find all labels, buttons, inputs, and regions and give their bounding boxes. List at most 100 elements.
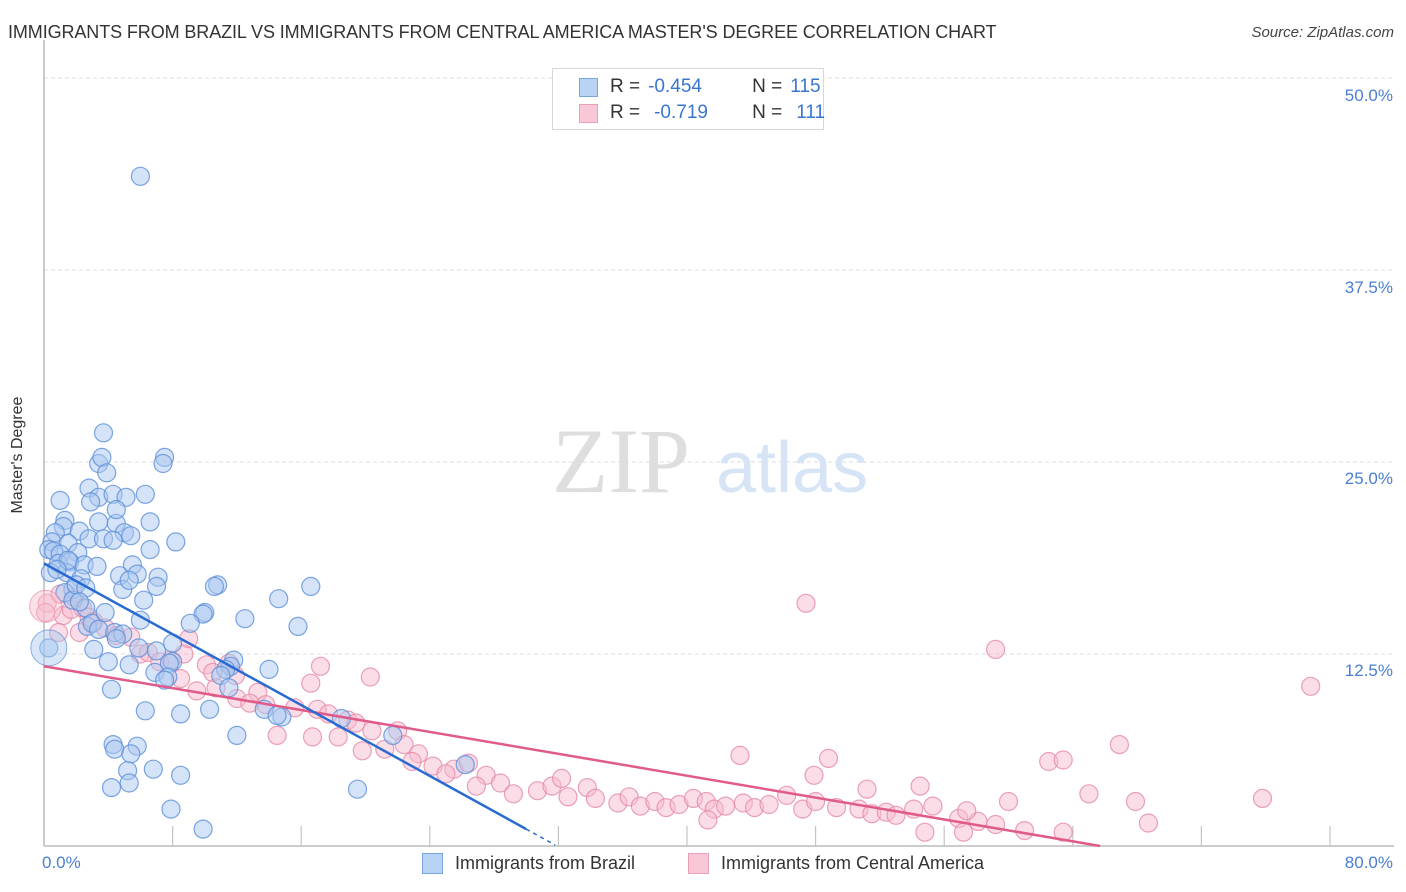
brazil-point (93, 423, 114, 443)
brazil-point (166, 532, 186, 552)
central-america-point (436, 764, 456, 784)
brazil-point (119, 655, 139, 675)
brazil-point (288, 616, 308, 637)
brazil-point (119, 773, 139, 793)
legend-label-brazil: Immigrants from Brazil (455, 853, 636, 873)
central-america-point (818, 748, 839, 769)
y-tick-12-5: 12.5% (1344, 661, 1393, 680)
central-america-point (985, 814, 1006, 835)
central-america-point (910, 776, 930, 796)
central-america-point (857, 779, 877, 799)
central-america-trend-line (43, 665, 1101, 848)
central-america-point (957, 801, 977, 821)
central-america-point (585, 788, 606, 809)
central-america-point (267, 725, 287, 746)
brazil-point (50, 490, 70, 510)
brazil-point (135, 484, 155, 504)
brazil-point (155, 670, 175, 690)
source-label: Source: ZipAtlas.com (1251, 24, 1394, 41)
central-america-point (759, 794, 779, 815)
central-america-point (1079, 784, 1099, 804)
brazil-point (106, 500, 126, 520)
y-tick-25: 25.0% (1344, 469, 1393, 488)
r-label: R = (610, 76, 641, 97)
brazil-point (161, 799, 181, 819)
brazil-point (235, 609, 255, 629)
brazil-point (87, 556, 107, 577)
central-america-point (796, 593, 816, 613)
brazil-point (267, 705, 287, 726)
brazil-point (146, 576, 167, 597)
legend-label-central-america: Immigrants from Central America (721, 853, 985, 873)
brazil-point (95, 602, 115, 623)
central-america-point (730, 745, 750, 766)
gridlines (44, 77, 1394, 655)
brazil-swatch (422, 853, 443, 874)
central-america-point (551, 768, 572, 789)
brazil-point (119, 570, 139, 590)
brazil-point (143, 759, 163, 779)
r-value-brazil: -0.454 (648, 76, 702, 97)
brazil-point (84, 639, 104, 660)
brazil-point (121, 526, 141, 546)
brazil-point (129, 638, 149, 658)
y-axis-label: Master's Degree (9, 396, 26, 514)
n-value-brazil: 115 (790, 76, 821, 97)
brazil-point (97, 463, 117, 483)
legend-row-brazil: R = -0.454 N = 115 (579, 75, 821, 99)
central-america-point (1301, 676, 1321, 696)
brazil-point (146, 641, 167, 661)
brazil-point (193, 819, 213, 839)
brazil-point (204, 576, 224, 597)
brazil-point (105, 739, 125, 759)
legend-item-central-america[interactable]: Immigrants from Central America (688, 853, 984, 874)
brazil-point (153, 453, 173, 474)
brazil-point (259, 659, 279, 680)
y-tick-50: 50.0% (1344, 86, 1393, 105)
central-america-point (923, 796, 943, 816)
central-america-point (805, 791, 826, 812)
central-america-point (1138, 813, 1159, 833)
central-america-point (915, 822, 935, 842)
brazil-point (106, 628, 126, 649)
central-america-point (1125, 791, 1146, 812)
brazil-trend-line-extension (525, 828, 556, 846)
central-america-point (998, 791, 1019, 812)
brazil-swatch (579, 77, 598, 97)
brazil-point (80, 492, 101, 512)
central-america-point (1053, 750, 1073, 770)
central-america-point (715, 796, 736, 816)
central-america-point (1109, 734, 1130, 755)
chart-title: IMMIGRANTS FROM BRAZIL VS IMMIGRANTS FRO… (8, 22, 997, 42)
brazil-point (101, 679, 122, 699)
central-america-point (953, 822, 974, 842)
brazil-point (39, 638, 59, 658)
central-america-swatch (688, 853, 709, 874)
brazil-point (140, 539, 160, 560)
central-america-point (777, 785, 797, 805)
x-tick-marks (172, 826, 1331, 846)
axes (43, 40, 1394, 847)
brazil-points (29, 166, 475, 839)
n-label: N = (752, 102, 783, 123)
brazil-point (455, 754, 475, 775)
central-america-points (35, 584, 1321, 842)
trend-lines (43, 562, 1101, 848)
watermark-atlas: atlas (716, 428, 868, 508)
central-america-point (804, 765, 824, 785)
central-america-point (503, 784, 524, 804)
brazil-point (171, 704, 191, 724)
y-tick-37-5: 37.5% (1344, 278, 1393, 297)
brazil-point (171, 765, 191, 785)
stats-legend: R = -0.454 N = 115 R = -0.719 N = 111 (552, 68, 825, 130)
central-america-point (362, 721, 382, 741)
legend-item-brazil[interactable]: Immigrants from Brazil (422, 853, 635, 874)
central-america-point (302, 727, 323, 747)
watermark: ZIP atlas (552, 410, 868, 512)
brazil-point (134, 590, 154, 610)
central-america-point (558, 787, 578, 807)
x-tick-min: 0.0% (42, 853, 81, 872)
brazil-trend-line (43, 562, 527, 831)
central-america-point (1252, 788, 1273, 809)
